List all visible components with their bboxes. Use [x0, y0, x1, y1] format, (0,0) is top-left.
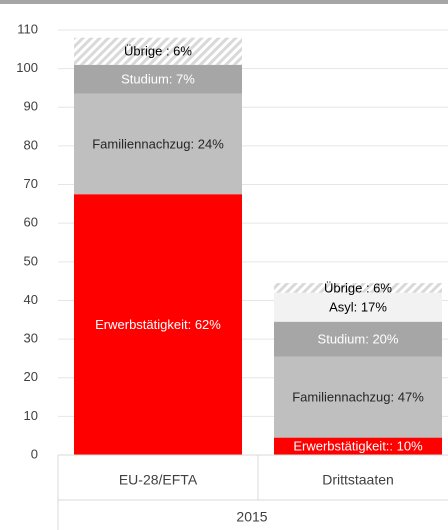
y-tick-label: 100 [16, 60, 38, 75]
data-label: Asyl: 17% [329, 300, 387, 315]
data-label: Studium: 7% [121, 72, 195, 87]
y-tick-label: 90 [24, 99, 38, 114]
y-tick-label: 50 [24, 253, 38, 268]
y-tick-label: 30 [24, 331, 38, 346]
y-tick-label: 60 [24, 215, 38, 230]
top-strip [0, 0, 448, 4]
data-label: Familiennachzug: 24% [92, 136, 224, 151]
bar-segment [74, 93, 242, 195]
y-tick-label: 20 [24, 369, 38, 384]
data-label: Erwerbstätigkeit: 62% [95, 317, 221, 332]
y-tick-label: 70 [24, 176, 38, 191]
bar-segment [274, 356, 442, 438]
group-label: 2015 [236, 509, 267, 525]
bar-segment [74, 37, 242, 65]
y-tick-label: 10 [24, 408, 38, 423]
y-tick-label: 40 [24, 292, 38, 307]
y-tick-label: 0 [31, 446, 38, 461]
bar-segment [274, 283, 442, 293]
data-label: Übrige : 6% [124, 44, 192, 59]
bar-segment [74, 194, 242, 456]
y-tick-label: 110 [17, 21, 38, 36]
x-tick-label: EU-28/EFTA [119, 472, 198, 488]
bar-segment [274, 292, 442, 322]
data-label: Familiennachzug: 47% [292, 389, 424, 404]
data-label: Erwerbstätigkeit:: 10% [293, 439, 423, 454]
data-label: Studium: 20% [318, 332, 399, 347]
bar-segment [74, 64, 242, 94]
data-label: Übrige : 6% [324, 280, 392, 295]
y-tick-label: 80 [24, 137, 38, 152]
bar-segment [274, 321, 442, 357]
bar-segment [274, 437, 442, 455]
x-tick-label: Drittstaaten [322, 472, 394, 488]
